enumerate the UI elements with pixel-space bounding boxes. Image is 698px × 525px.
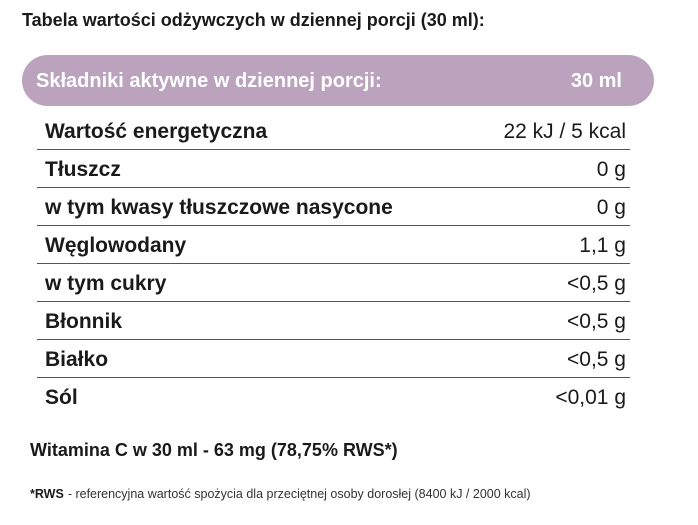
table-row: Sól <0,01 g: [37, 378, 630, 415]
vitamin-note: Witamina C w 30 ml - 63 mg (78,75% RWS*): [30, 440, 398, 460]
table-row: Tłuszcz 0 g: [37, 150, 630, 188]
table-row: Wartość energetyczna 22 kJ / 5 kcal: [37, 112, 630, 150]
table-row: Węglowodany 1,1 g: [37, 226, 630, 264]
table-header: Składniki aktywne w dziennej porcji: 30 …: [22, 55, 654, 106]
footnote: *RWS - referencyjna wartość spożycia dla …: [30, 487, 531, 501]
table-row: Błonnik <0,5 g: [37, 302, 630, 340]
row-label: Tłuszcz: [45, 158, 121, 181]
table-row: w tym cukry <0,5 g: [37, 264, 630, 302]
row-value: 0 g: [596, 196, 626, 219]
row-label: Białko: [45, 348, 109, 371]
table-row: Białko <0,5 g: [37, 340, 630, 378]
row-value: 1,1 g: [579, 234, 626, 257]
table-row: w tym kwasy tłuszczowe nasycone 0 g: [37, 188, 630, 226]
row-label: Sól: [45, 386, 78, 409]
title: Tabela wartości odżywczych w dziennej po…: [22, 10, 485, 30]
row-value: <0,5 g: [567, 348, 626, 371]
row-label: Wartość energetyczna: [45, 120, 268, 143]
header-cell: Składniki aktywne w dziennej porcji:: [36, 70, 382, 92]
row-label: w tym cukry: [45, 272, 167, 295]
row-value: <0,5 g: [567, 272, 626, 295]
footnote-term: *RWS: [30, 487, 64, 501]
footnote-text: - referencyjna wartość spożycia dla prze…: [67, 487, 531, 501]
row-label: w tym kwasy tłuszczowe nasycone: [45, 196, 393, 219]
row-value: <0,01 g: [555, 386, 626, 409]
header-cell: 30 ml: [570, 70, 622, 92]
row-value: <0,5 g: [567, 310, 626, 333]
row-label: Błonnik: [45, 310, 122, 333]
table-body: Wartość energetyczna 22 kJ / 5 kcal Tłuszc…: [37, 112, 630, 415]
row-value: 0 g: [596, 158, 626, 181]
row-value: 22 kJ / 5 kcal: [503, 120, 626, 143]
row-label: Węglowodany: [45, 234, 187, 257]
